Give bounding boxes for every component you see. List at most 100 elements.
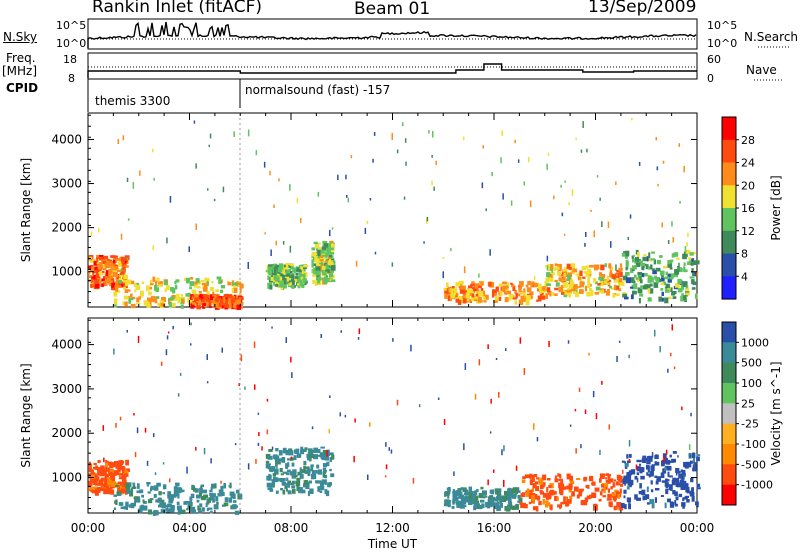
echo-cell [93,261,99,266]
echo-cell [605,477,608,480]
echo-cell [444,287,449,294]
echo-cell [281,478,286,481]
echo-cell [646,472,649,475]
echo-cell [227,294,230,299]
echo-cell [650,480,653,485]
sparse-echo [529,200,532,208]
echo-cell [232,297,236,303]
echo-cell [660,472,665,478]
echo-cell [278,450,283,456]
sparse-echo [662,160,665,164]
sparse-echo [546,255,549,262]
sparse-echo [317,191,320,197]
echo-cell [297,283,300,286]
echo-cell [97,468,102,475]
echo-cell [89,266,95,272]
echo-cell [268,270,273,276]
echo-cell [223,502,229,507]
echo-cell [236,302,241,305]
echo-cell [199,492,202,497]
echo-cell [563,486,567,490]
echo-cell [317,449,321,454]
echo-cell [123,274,128,280]
echo-cell [473,491,476,496]
echo-cell [228,298,233,301]
echo-cell [215,297,221,300]
echo-cell [610,478,614,483]
echo-cell [320,486,323,490]
echo-cell [130,293,133,298]
echo-cell [198,507,201,511]
echo-cell [554,475,557,481]
echo-cell [161,502,164,506]
echo-cell [125,468,130,472]
echo-cell [322,272,326,275]
echo-cell [535,506,539,512]
echo-cell [219,489,224,493]
echo-cell [526,492,531,497]
sparse-echo [186,466,188,474]
echo-cell [167,494,171,499]
echo-cell [611,287,615,290]
echo-cell [583,501,588,506]
echo-cell [300,489,306,494]
sparse-echo [396,399,399,406]
echo-cell [110,255,114,258]
echo-cell [275,490,279,494]
echo-cell [111,272,114,276]
echo-cell [662,281,666,286]
echo-cell [600,283,604,287]
echo-cell [302,266,306,272]
echo-cell [109,471,112,475]
colorbar-band [722,383,736,404]
sparse-echo [127,218,130,221]
sparse-echo [290,456,293,460]
echo-cell [671,458,676,463]
colorbar-band [722,464,736,486]
echo-cell [664,288,670,293]
echo-cell [599,491,603,496]
echo-cell [641,266,645,271]
sparse-echo [495,357,498,360]
sparse-echo [261,446,263,451]
echo-cell [229,491,235,496]
echo-cell [489,495,494,499]
echo-cell [237,493,243,500]
colorbar-label: Power [dB] [769,175,783,240]
cpid-themis: themis 3300 [95,94,171,108]
echo-cell [667,263,672,268]
echo-cell [590,290,594,296]
sparse-echo [651,452,654,459]
echo-cell [647,288,651,293]
sparse-echo [206,381,209,384]
echo-cell [529,479,533,486]
echo-cell [187,292,191,297]
echo-cell [636,497,641,501]
echo-cell [454,496,459,502]
echo-cell [613,284,617,291]
echo-cell [199,503,203,507]
echo-cell [664,276,670,280]
echo-cell [134,289,137,293]
echo-cell [103,483,108,488]
echo-cell [598,290,602,293]
echo-cell [287,458,290,461]
echo-cell [285,473,290,476]
echo-cell [317,259,321,263]
echo-cell [212,291,215,295]
echo-cell [153,285,158,291]
sparse-echo [608,424,610,430]
sparse-echo [560,184,562,188]
echo-cell [484,495,488,498]
echo-cell [331,454,335,460]
echo-cell [597,283,602,286]
echo-cell [575,273,578,276]
echo-cell [552,292,555,296]
sparse-echo [391,133,393,140]
colorbar-band [722,230,736,255]
echo-cell [275,448,279,452]
echo-cell [97,271,103,276]
echo-cell [502,285,508,290]
echo-cell [147,297,152,303]
